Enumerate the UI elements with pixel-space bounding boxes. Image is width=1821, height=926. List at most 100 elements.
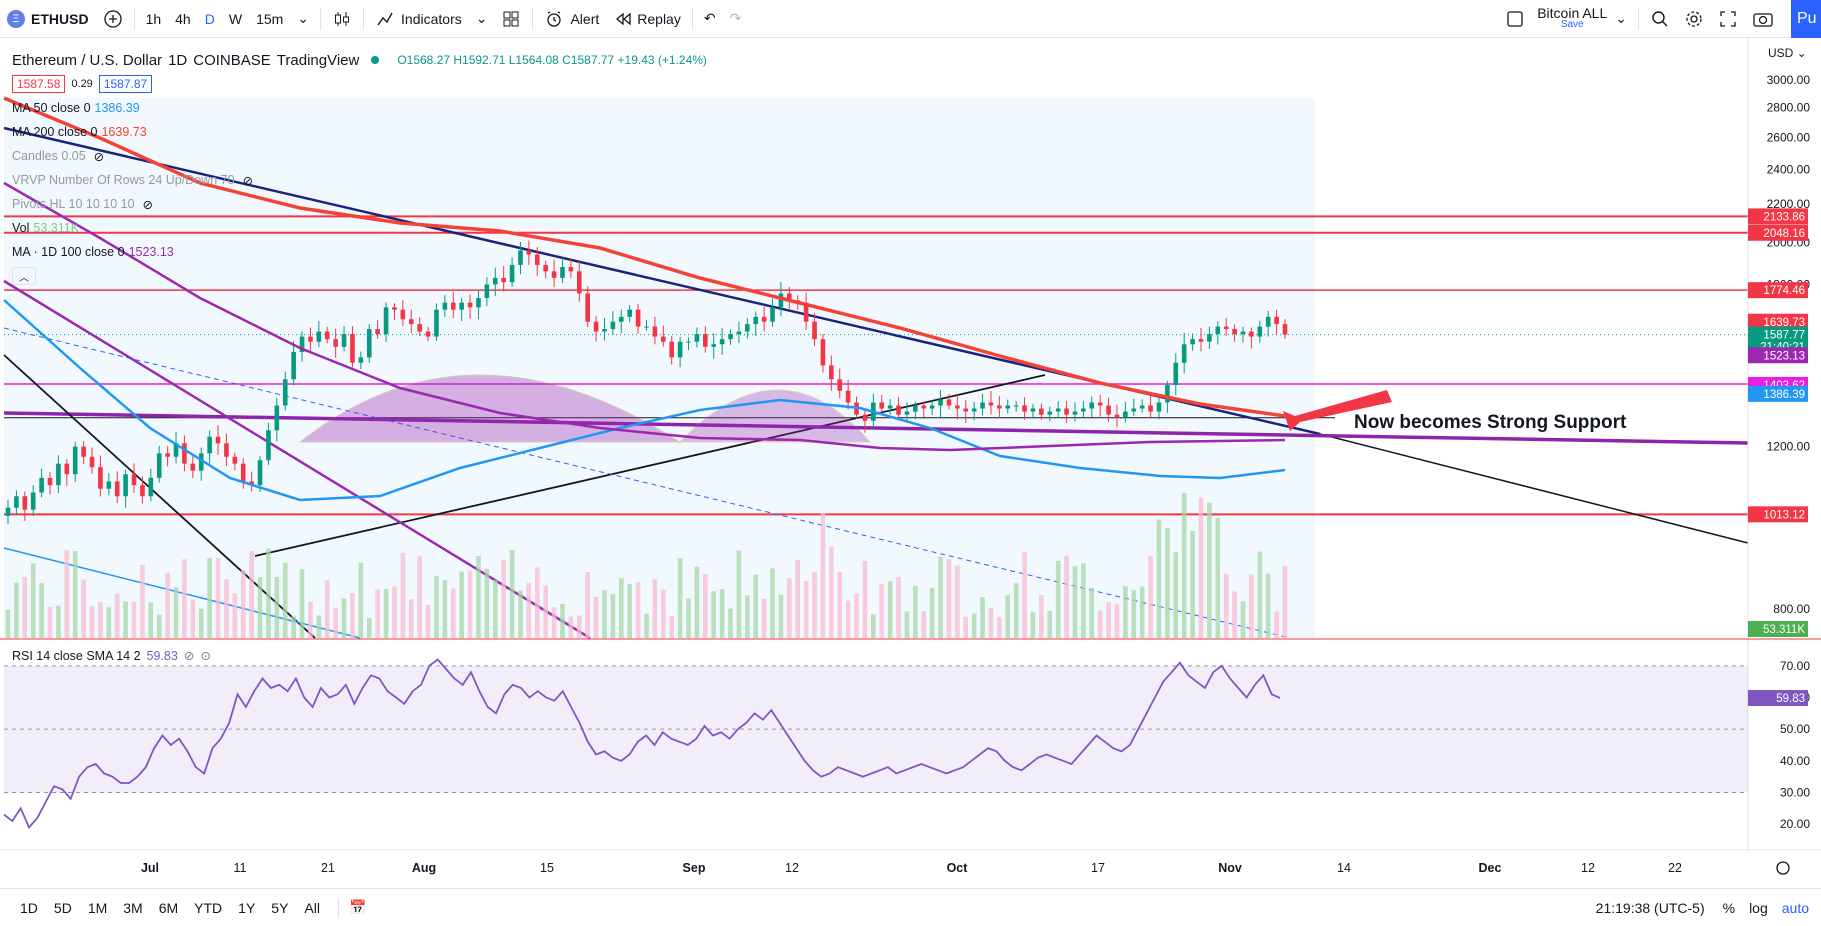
redo-button[interactable]: ↷ [723,0,749,38]
volume-bar [913,585,918,638]
candle-body [929,405,935,409]
eye-icon[interactable]: ⊘ [183,649,195,663]
layout-name: Bitcoin ALL [1537,4,1608,21]
add-symbol-button[interactable] [96,0,130,38]
candle-body [711,344,717,347]
volume-bar [1148,555,1153,638]
indicators-dropdown[interactable]: ⌄ [469,0,495,38]
candle-body [1139,405,1145,409]
price-chart[interactable]: 3000.002800.002600.002400.002200.002000.… [0,38,1821,888]
volume-bar [198,608,204,638]
interval-d[interactable]: D [204,10,215,27]
range-button[interactable]: All [304,899,320,916]
volume-bar [644,613,649,638]
indicator-row[interactable]: MA · 1D 100 close 0 1523.13 [12,240,707,264]
range-button[interactable]: 5Y [271,899,289,916]
volume-bar [81,579,86,638]
publish-button[interactable]: Pu [1791,0,1821,38]
range-button[interactable]: YTD [194,899,223,916]
rsi-value: 59.83 [146,648,178,663]
fullscreen-button[interactable] [1711,0,1745,38]
candle-body [291,352,296,380]
range-button[interactable]: 6M [158,899,179,916]
interval-dropdown[interactable]: ⌄ [290,0,316,38]
candle-body [1249,331,1254,337]
volume-bar [400,552,406,638]
quick-search-button[interactable] [1643,0,1677,38]
candle-body [215,436,221,444]
candle-body [879,402,885,409]
date-range-icon[interactable]: 📅 [348,899,367,915]
buy-price[interactable]: 1587.87 [98,75,153,93]
candle-body [434,309,439,337]
volume-bar [14,582,19,638]
undo-button[interactable]: ↶ [697,0,723,38]
templates-button[interactable] [494,0,528,38]
indicator-list: MA 50 close 0 1386.39 MA 200 close 0 1639.7… [12,96,707,264]
volume-bar [1114,603,1120,638]
candle-body [1190,339,1195,345]
hidden-eye-icon[interactable]: ⊘ [93,149,105,164]
clock[interactable]: 21:19:38 (UTC-5) [1595,899,1705,916]
candle-body [165,453,170,457]
range-button[interactable]: 1D [20,899,38,916]
volume-bar [728,608,733,638]
interval-15m[interactable]: 15m [256,10,284,27]
settings-dot-icon[interactable]: ⊙ [200,649,211,663]
volume-bar [518,590,523,638]
volume-bar [350,593,355,638]
volume-bar [173,587,179,638]
interval-4h[interactable]: 4h [175,10,191,27]
indicator-row[interactable]: VRVP Number Of Rows 24 Up/Down 70 ⊘ [12,168,707,192]
currency-select[interactable]: USD ⌄ [1768,46,1807,60]
volume-bar [534,567,540,638]
volume-bar [47,606,53,638]
sell-price[interactable]: 1587.58 [12,75,66,93]
indicator-row[interactable]: Pivots HL 10 10 10 10 ⊘ [12,192,707,216]
indicator-row[interactable]: Candles 0.05 ⊘ [12,144,707,168]
settings-button[interactable] [1677,0,1711,38]
time-tick-label: 22 [1668,861,1682,875]
candle-body [921,405,927,409]
volume-bar [618,578,624,638]
volume-bar [593,596,599,638]
candle-body [1013,405,1019,407]
collapse-legend-button[interactable]: ︿ [12,267,36,285]
interval-w[interactable]: W [228,10,243,27]
alert-label: Alert [570,10,600,27]
chart-type-button[interactable] [325,0,359,38]
candle-body [610,321,616,330]
interval-1h[interactable]: 1h [145,10,162,27]
alert-button[interactable]: Alert [537,0,606,38]
candle-body [509,264,515,283]
layout-select[interactable]: Bitcoin ALL Save ⌄ [1498,0,1634,38]
candle-body [837,379,843,391]
indicator-row[interactable]: MA 50 close 0 1386.39 [12,96,707,120]
indicators-button[interactable]: Indicators [368,0,469,38]
hidden-eye-icon[interactable]: ⊘ [242,173,254,188]
candle-body [64,463,70,475]
replay-button[interactable]: Replay [606,0,688,38]
price-tick-label: 2600.00 [1767,130,1811,144]
volume-bar [408,599,414,638]
volume-bar [1181,492,1187,638]
percent-toggle[interactable]: % [1722,899,1736,916]
candle-body [1282,324,1288,335]
candle-body [753,316,759,325]
range-button[interactable]: 3M [123,899,143,916]
volume-bar [232,592,238,638]
currency-label: USD [1768,46,1794,60]
range-button[interactable]: 1Y [238,899,256,916]
indicator-row[interactable]: MA 200 close 0 1639.73 [12,120,707,144]
snapshot-button[interactable] [1745,0,1781,38]
range-button[interactable]: 1M [87,899,108,916]
volume-bar [1265,573,1271,638]
symbol-search[interactable]: Ξ ETHUSD [0,0,96,38]
volume-bar [610,593,616,638]
time-axis-gear-icon[interactable] [1776,861,1790,875]
hidden-eye-icon[interactable]: ⊘ [142,197,154,212]
auto-toggle[interactable]: auto [1781,899,1809,916]
indicator-row[interactable]: Vol 53.311K [12,216,707,240]
log-toggle[interactable]: log [1749,899,1768,916]
range-button[interactable]: 5D [53,899,72,916]
